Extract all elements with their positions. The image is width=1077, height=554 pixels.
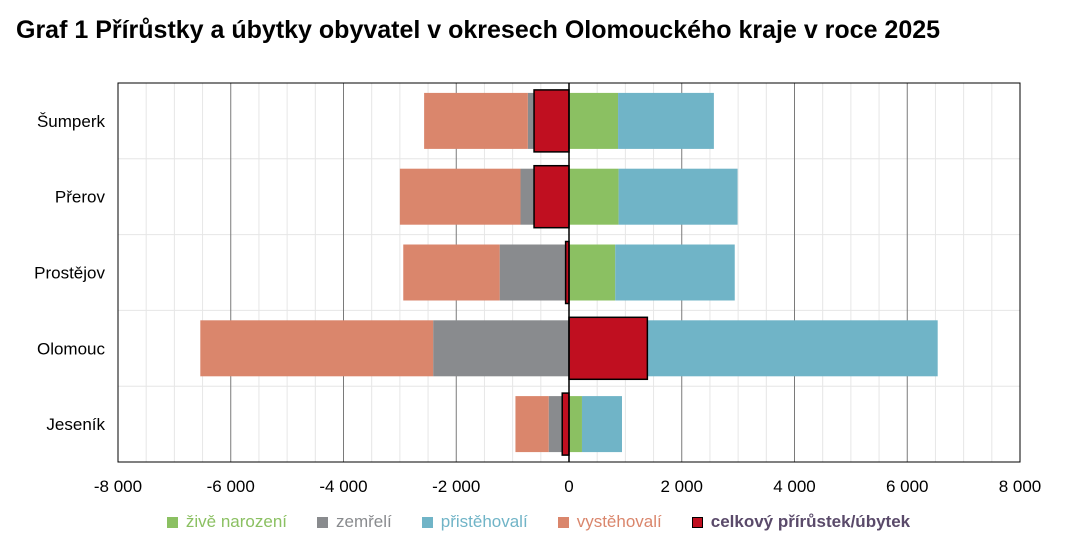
chart-legend: živě narození zemřelí přistěhovalí vystěhov… [0,512,1077,532]
bar-segment [200,320,434,377]
total-bar [561,392,570,456]
bar-segment [515,396,549,453]
legend-swatch [317,516,329,528]
x-tick-label: 4 000 [773,477,816,496]
legend-item: přistěhovalí [421,512,528,532]
legend-item: celkový přírůstek/úbytek [691,512,911,532]
x-tick-label: 2 000 [660,477,703,496]
bar-segment [433,320,569,377]
total-bar [568,316,649,381]
legend-item: živě narození [166,512,288,532]
category-label: Olomouc [37,339,106,358]
plot-frame [117,82,1021,463]
total-bar [533,164,570,229]
bar-segment [618,92,714,149]
legend-swatch [166,516,178,528]
x-tick-label: -6 000 [207,477,255,496]
legend-label: přistěhovalí [440,512,528,531]
legend-label: živě narození [185,512,288,531]
category-label: Jeseník [46,415,105,434]
x-tick-label: -2 000 [432,477,480,496]
bar-segment [403,244,500,301]
bar-segment [499,244,569,301]
bar-segment [569,168,619,225]
category-label: Prostějov [34,264,105,283]
bar-segment [569,92,619,149]
bar-segment [618,168,738,225]
category-label: Přerov [55,188,106,207]
x-tick-label: -4 000 [319,477,367,496]
bar-segment [569,244,616,301]
x-tick-label: 6 000 [886,477,929,496]
legend-label: celkový přírůstek/úbytek [710,512,911,531]
legend-swatch [691,516,703,528]
legend-item: vystěhovalí [557,512,662,532]
bar-segment [424,92,528,149]
bar-segment [615,244,735,301]
chart-title: Graf 1 Přírůstky a úbytky obyvatel v okr… [16,16,941,44]
bar-segment [581,396,622,453]
legend-label: zemřelí [336,512,392,531]
x-tick-label: 8 000 [999,477,1042,496]
bar-segment [591,320,938,377]
bar-segment [399,168,521,225]
x-tick-label: 0 [564,477,573,496]
legend-swatch [421,516,433,528]
legend-swatch [557,516,569,528]
bar-segment [569,396,582,453]
legend-label: vystěhovalí [576,512,662,531]
legend-item: zemřelí [317,512,392,532]
x-tick-label: -8 000 [94,477,142,496]
category-label: Šumperk [37,112,106,131]
total-bar [533,89,570,153]
